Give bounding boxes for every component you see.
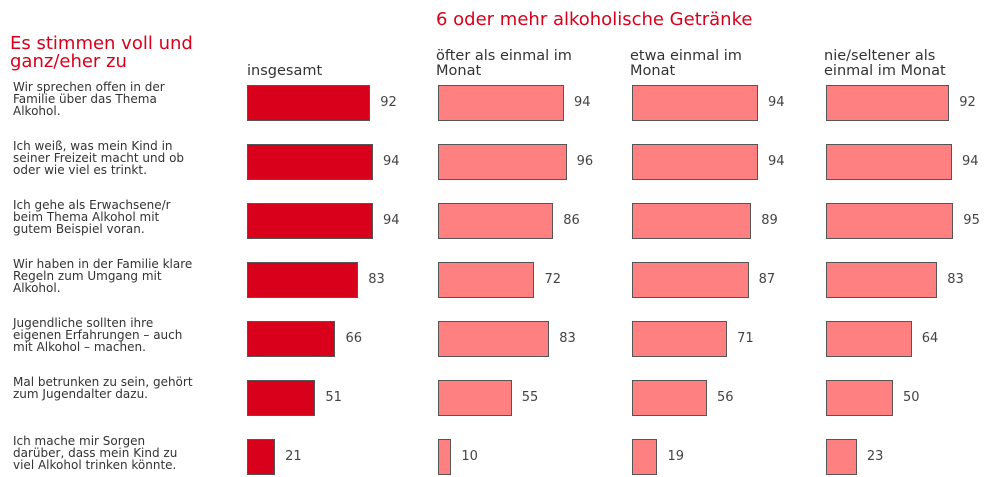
legend-label: insgesamt	[247, 63, 323, 79]
bar	[438, 321, 550, 357]
value-label: 89	[761, 213, 778, 228]
bar	[632, 321, 728, 357]
bar	[247, 262, 359, 298]
value-label: 55	[521, 390, 539, 405]
bar	[632, 144, 758, 180]
value-label: 94	[767, 154, 785, 169]
category-label: Mal betrunken zu sein, gehört zum Jugend…	[13, 375, 193, 401]
value-label: 94	[767, 95, 785, 110]
value-label: 83	[947, 272, 964, 287]
group-title: 6 oder mehr alkoholische Getränke	[436, 9, 753, 30]
bar	[826, 262, 938, 298]
category-label: Ich weiß, was mein Kind in seiner Freize…	[13, 139, 185, 177]
value-label: 83	[368, 272, 385, 287]
value-label: 94	[961, 154, 979, 169]
bar	[632, 203, 752, 239]
bar	[438, 203, 554, 239]
value-label: 56	[717, 390, 734, 405]
bar	[826, 439, 857, 475]
value-label: 50	[903, 390, 920, 405]
bar	[438, 380, 512, 416]
value-label: 21	[285, 449, 302, 464]
bar	[826, 203, 954, 239]
value-label: 66	[345, 331, 362, 346]
category-label: Jugendliche sollten ihre eigenen Erfahru…	[13, 316, 183, 354]
value-label: 95	[963, 213, 980, 228]
bar	[438, 144, 567, 180]
bar	[632, 262, 749, 298]
bar	[632, 85, 758, 121]
value-label: 92	[380, 95, 397, 110]
bar	[247, 321, 336, 357]
legend-label: etwa einmal im Monat	[630, 48, 742, 79]
value-label: 23	[866, 449, 884, 464]
value-label: 92	[959, 95, 976, 110]
bar	[438, 439, 452, 475]
bar	[826, 144, 952, 180]
chart-title: Es stimmen voll und ganz/eher zu	[10, 33, 193, 72]
value-label: 94	[573, 95, 591, 110]
legend-label: öfter als einmal im Monat	[436, 48, 572, 79]
bar	[826, 321, 912, 357]
bar	[632, 439, 658, 475]
value-label: 19	[667, 449, 684, 464]
bar	[438, 85, 564, 121]
value-label: 83	[559, 331, 576, 346]
bar	[247, 203, 373, 239]
bar	[826, 85, 950, 121]
bar	[247, 380, 316, 416]
bar	[247, 144, 373, 180]
bar	[826, 380, 893, 416]
value-label: 94	[382, 154, 400, 169]
value-label: 94	[382, 213, 400, 228]
value-label: 64	[921, 331, 939, 346]
value-label: 96	[576, 154, 594, 169]
bar	[438, 262, 535, 298]
value-label: 87	[758, 272, 776, 287]
bar	[247, 85, 371, 121]
value-label: 86	[563, 213, 580, 228]
bar	[247, 439, 276, 475]
category-label: Ich gehe als Erwachsene/r beim Thema Alk…	[13, 198, 171, 236]
legend-label: nie/seltener als einmal im Monat	[824, 48, 946, 79]
category-label: Wir sprechen offen in der Familie über d…	[13, 80, 165, 118]
value-label: 72	[544, 272, 562, 287]
bar	[632, 380, 708, 416]
value-label: 10	[461, 449, 478, 464]
value-label: 71	[737, 331, 754, 346]
value-label: 51	[325, 390, 342, 405]
category-label: Ich mache mir Sorgen darüber, dass mein …	[13, 434, 178, 472]
category-label: Wir haben in der Familie klare Regeln zu…	[13, 257, 193, 295]
